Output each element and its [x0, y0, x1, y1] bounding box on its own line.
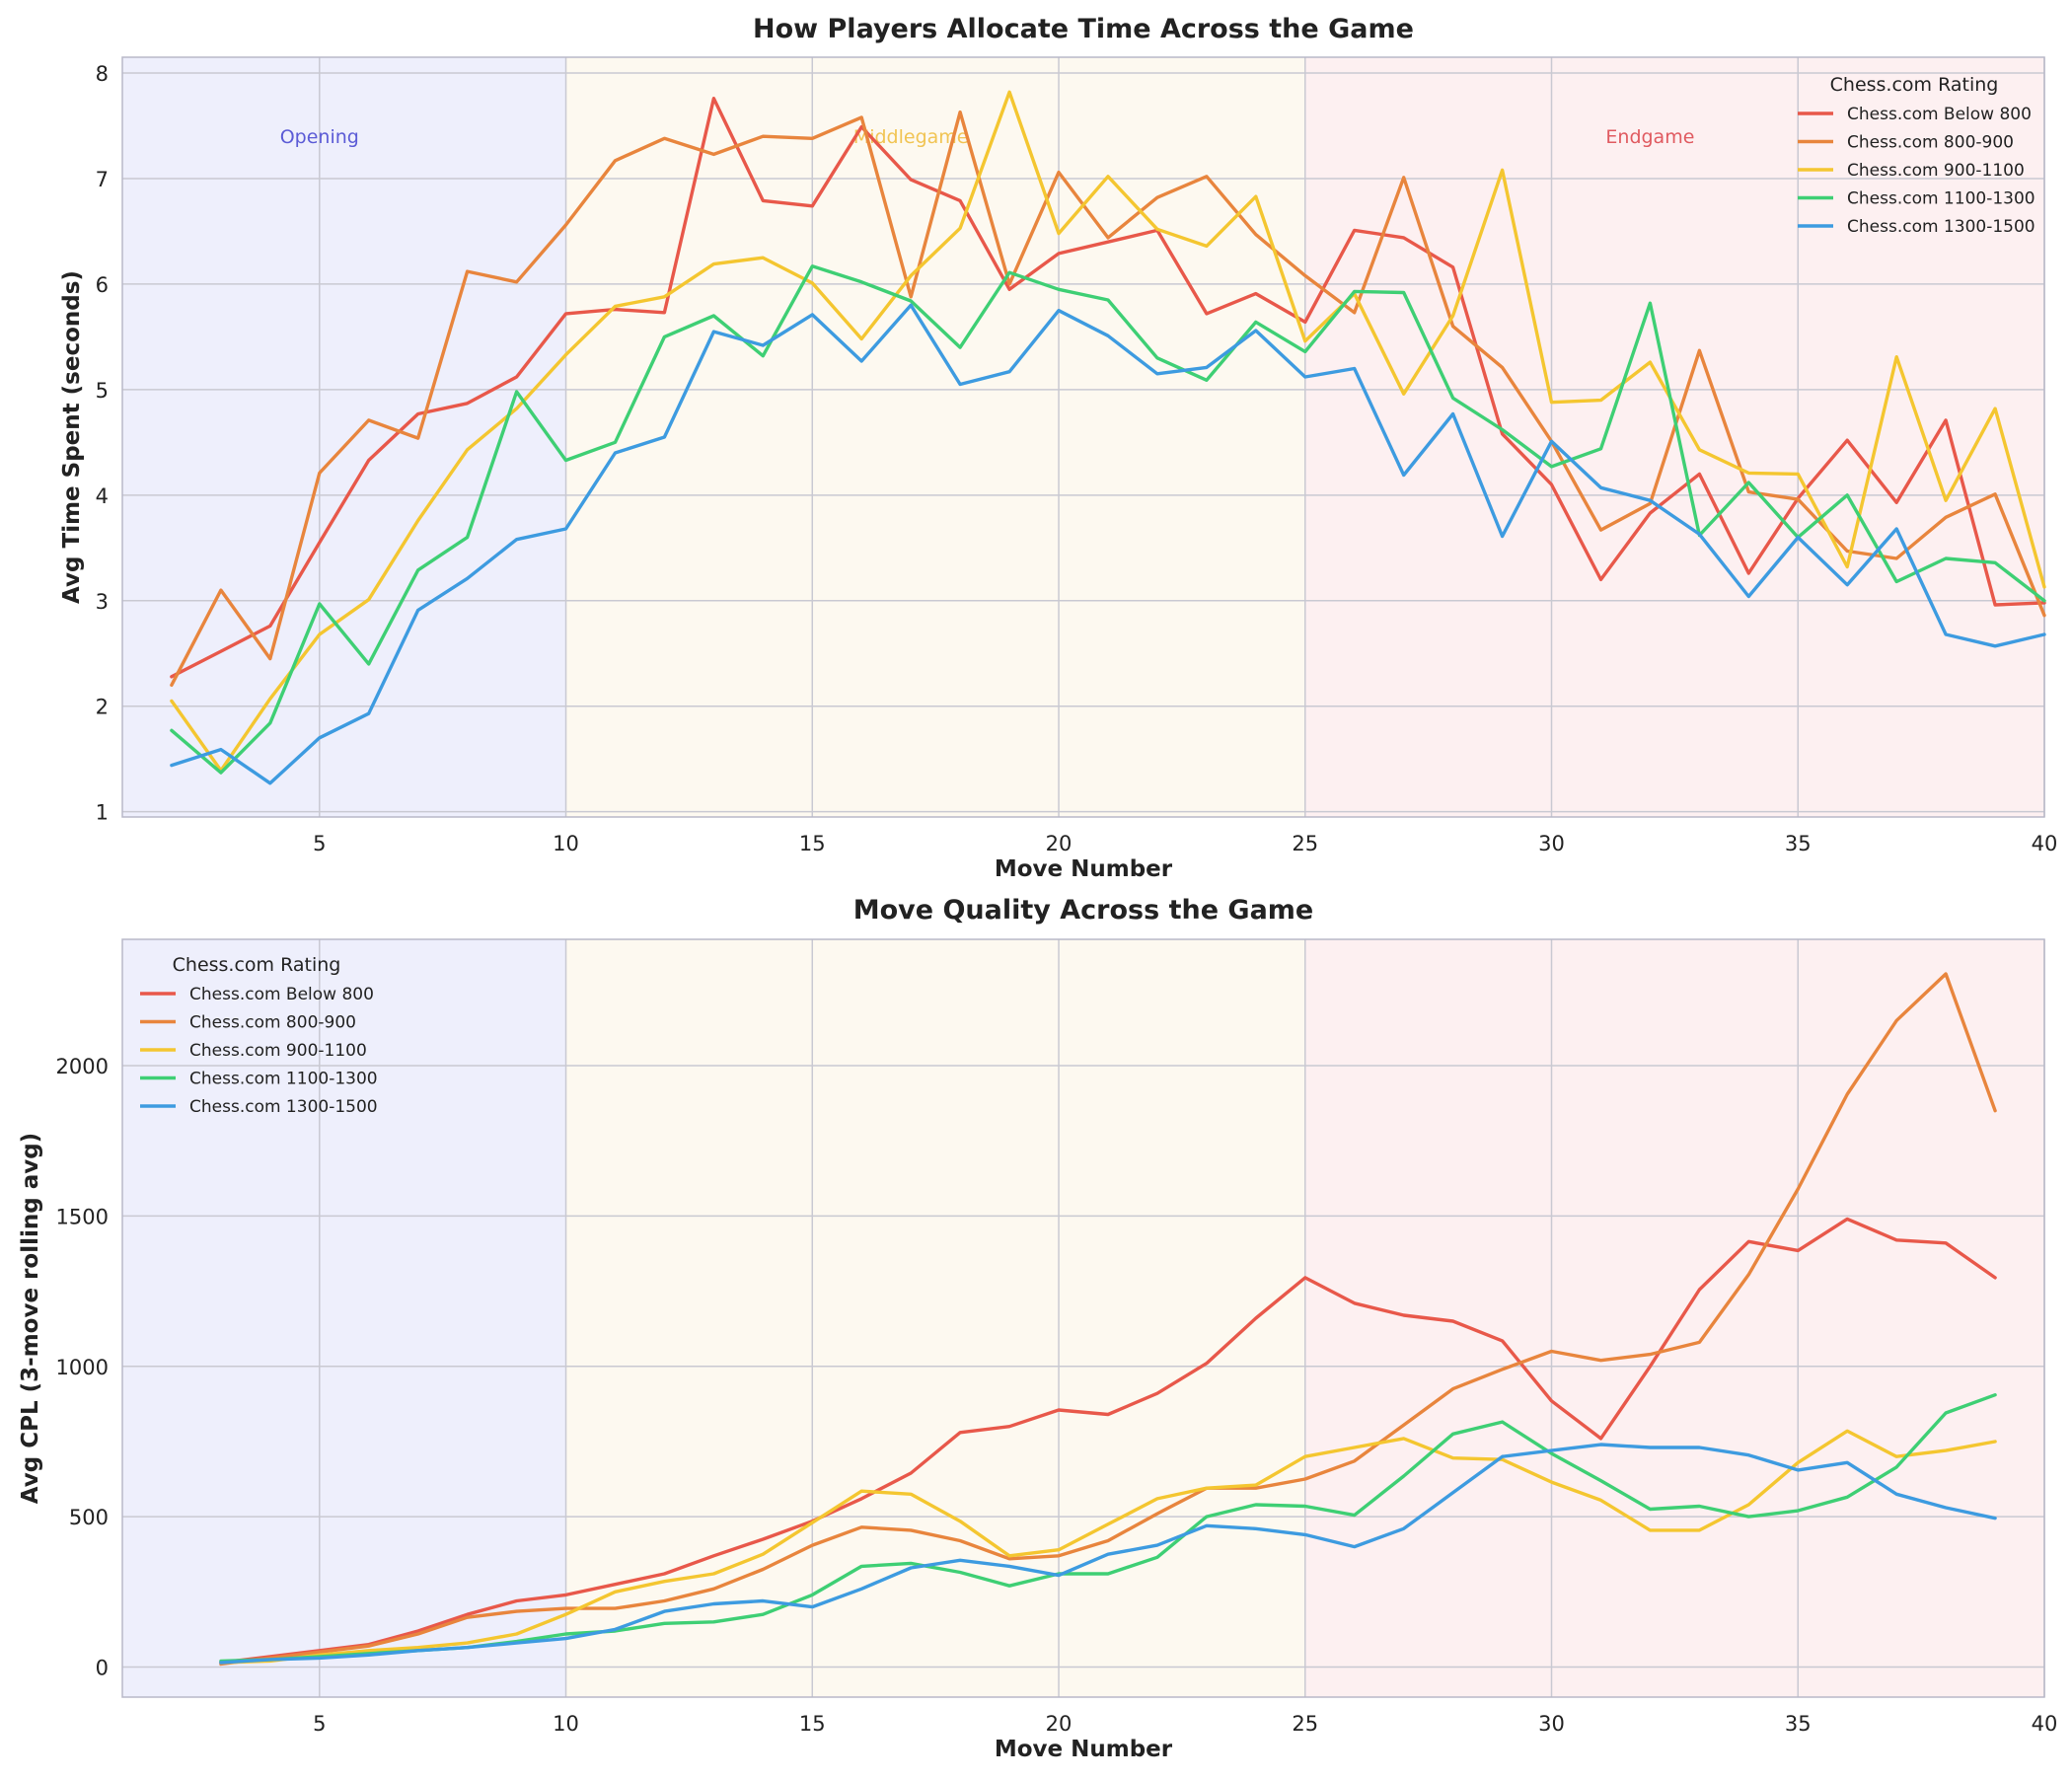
series-line-chess-com-800-900 [170, 110, 2046, 687]
legend-label-chess-com-below-800: Chess.com Below 800 [1847, 105, 2032, 124]
y-tick-label: 7 [96, 168, 109, 191]
series-line-chess-com-1300-1500 [170, 303, 2046, 785]
x-axis-label: Move Number [995, 1737, 1173, 1762]
legend-label-chess-com-1100-1300: Chess.com 1100-1300 [189, 1070, 378, 1089]
x-tick-label: 10 [553, 832, 579, 855]
x-tick-label: 10 [553, 1712, 579, 1736]
y-tick-label: 3 [96, 590, 109, 614]
x-tick-label: 20 [1046, 832, 1073, 855]
x-tick-label: 25 [1292, 1712, 1318, 1736]
move-quality-chart: 5 10 15 20 25 30 35 40 0 500 1000 1500 2000 Move Qual… [18, 895, 2057, 1762]
series-line-chess-com-1100-1300 [170, 264, 2046, 775]
series-line-chess-com-900-1100 [219, 1429, 1997, 1665]
phase-band-1 [122, 57, 566, 817]
y-tick-label: 0 [96, 1657, 109, 1680]
y-tick-label: 1500 [56, 1205, 109, 1228]
x-tick-label: 15 [799, 1712, 826, 1736]
series-line-chess-com-below-800 [170, 96, 2046, 679]
y-tick-label: 2 [96, 696, 109, 719]
legend-label-chess-com-1300-1500: Chess.com 1300-1500 [189, 1097, 378, 1117]
y-tick-label: 5 [96, 379, 109, 403]
y-tick-label: 1000 [56, 1356, 109, 1379]
x-axis-label: Move Number [995, 856, 1173, 882]
y-tick-label: 8 [96, 62, 109, 86]
plot-frame [121, 56, 2045, 818]
plot-frame [121, 938, 2045, 1698]
phase-label-endgame: Endgame [1605, 126, 1694, 148]
series-line-chess-com-900-1100 [170, 90, 2046, 773]
y-tick-label: 6 [96, 273, 109, 297]
series-line-chess-com-1300-1500 [219, 1443, 1997, 1665]
x-tick-label: 5 [313, 832, 326, 855]
phase-label-middlegame: Middlegame [853, 126, 969, 148]
legend-label-chess-com-900-1100: Chess.com 900-1100 [189, 1041, 367, 1061]
chart-title: Move Quality Across the Game [853, 895, 1314, 926]
y-tick-label: 1 [96, 801, 109, 825]
x-tick-label: 20 [1046, 1712, 1073, 1736]
y-tick-label: 2000 [56, 1055, 109, 1078]
legend: Chess.com Rating Chess.com Below 800 Chess… [1798, 74, 2035, 237]
chart-title: How Players Allocate Time Across the Gam… [753, 14, 1414, 44]
x-tick-label: 35 [1785, 832, 1812, 855]
y-tick-label: 500 [69, 1506, 109, 1529]
phase-band-2 [565, 57, 1305, 817]
x-tick-label: 5 [313, 1712, 326, 1736]
x-tick-label: 40 [2032, 832, 2058, 855]
series-line-chess-com-below-800 [219, 1217, 1997, 1665]
y-axis-label: Avg Time Spent (seconds) [59, 270, 85, 604]
x-tick-label: 25 [1292, 832, 1318, 855]
legend-label-chess-com-1100-1300: Chess.com 1100-1300 [1847, 189, 2035, 209]
legend-title: Chess.com Rating [173, 954, 341, 976]
x-tick-label: 15 [799, 832, 826, 855]
legend-title: Chess.com Rating [1830, 74, 1999, 96]
phase-band-2 [565, 939, 1305, 1697]
phase-band-3 [1304, 57, 2044, 817]
x-tick-label: 35 [1785, 1712, 1812, 1736]
legend-label-chess-com-below-800: Chess.com Below 800 [189, 985, 374, 1004]
y-tick-label: 4 [96, 484, 109, 508]
x-tick-label: 30 [1538, 1712, 1565, 1736]
x-tick-label: 40 [2032, 1712, 2058, 1736]
phase-label-opening: Opening [280, 126, 359, 148]
series-line-chess-com-800-900 [219, 972, 1997, 1667]
legend-label-chess-com-900-1100: Chess.com 900-1100 [1847, 161, 2025, 181]
legend-label-chess-com-800-900: Chess.com 800-900 [189, 1013, 356, 1033]
x-tick-label: 30 [1538, 832, 1565, 855]
legend: Chess.com Rating Chess.com Below 800 Chess… [140, 954, 378, 1117]
legend-label-chess-com-1300-1500: Chess.com 1300-1500 [1847, 217, 2035, 237]
y-axis-label: Avg CPL (3-move rolling avg) [18, 1133, 43, 1504]
legend-label-chess-com-800-900: Chess.com 800-900 [1847, 133, 2014, 153]
